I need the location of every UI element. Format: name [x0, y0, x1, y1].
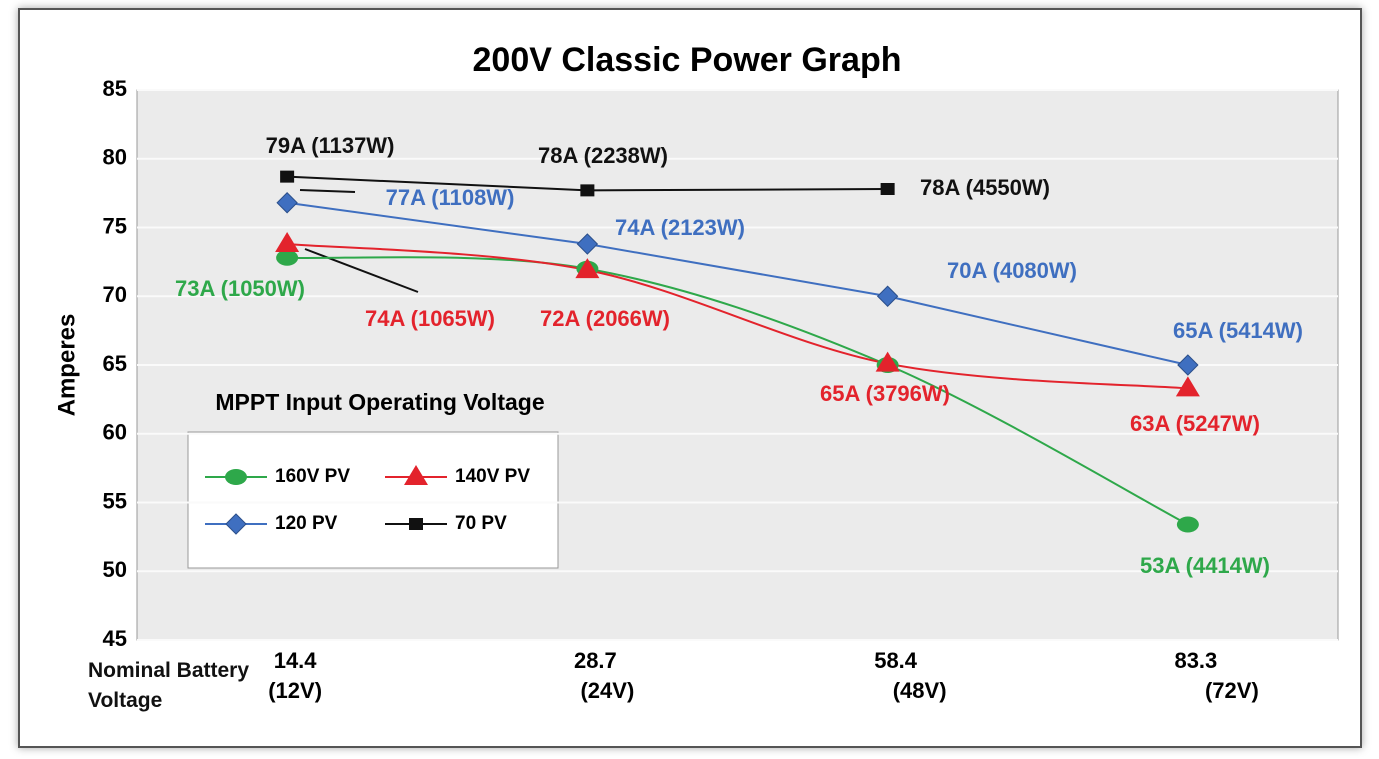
data-label: 53A (4414W)	[1140, 553, 1270, 578]
legend-marker	[225, 469, 247, 485]
legend-label: 140V PV	[455, 466, 530, 487]
point	[580, 184, 595, 197]
point	[575, 258, 600, 279]
point	[1177, 354, 1199, 376]
point	[576, 233, 599, 255]
y-tick-label: 50	[103, 557, 127, 582]
data-label: 65A (3796W)	[820, 381, 950, 406]
data-label: 74A (1065W)	[365, 306, 495, 331]
x-tick-note: (24V)	[580, 678, 634, 703]
series-line	[286, 201, 1189, 366]
data-label: 78A (2238W)	[538, 143, 668, 168]
y-axis-label: Amperes	[53, 314, 80, 417]
data-label: 78A (4550W)	[920, 175, 1050, 200]
legend-marker	[409, 518, 423, 530]
point	[280, 170, 295, 183]
data-label: 79A (1137W)	[266, 133, 395, 158]
point	[880, 183, 895, 195]
legend-label: 120 PV	[275, 513, 338, 534]
data-label: 74A (2123W)	[615, 215, 745, 240]
y-tick-label: 85	[103, 76, 127, 101]
data-label: 65A (5414W)	[1173, 318, 1303, 343]
point	[276, 249, 299, 266]
y-tick-label: 60	[103, 420, 127, 445]
point	[276, 192, 298, 214]
point	[876, 285, 899, 307]
y-tick-label: 45	[103, 626, 127, 651]
data-label: 63A (5247W)	[1130, 411, 1260, 436]
leader-line	[304, 248, 419, 293]
y-tick-label: 55	[103, 488, 127, 513]
x-tick-note: (12V)	[268, 678, 322, 703]
point	[1176, 516, 1199, 533]
chart-title: 200V Classic Power Graph	[473, 41, 902, 79]
series-line	[287, 243, 1188, 390]
legend-marker	[404, 465, 428, 485]
legend-label: 70 PV	[455, 513, 507, 534]
legend-marker	[225, 513, 247, 535]
point	[275, 232, 300, 252]
x-axis-label: Nominal Battery Voltage	[88, 659, 250, 712]
data-label: 77A (1108W)	[386, 185, 515, 210]
y-tick-label: 65	[103, 351, 127, 376]
x-tick-label: 83.3	[1174, 648, 1217, 673]
data-label: 70A (4080W)	[947, 258, 1077, 283]
data-label: 73A (1050W)	[175, 276, 305, 301]
point	[1175, 376, 1200, 397]
legend	[187, 431, 559, 569]
x-tick-note: (48V)	[893, 678, 947, 703]
y-tick-label: 70	[103, 282, 127, 307]
data-label: 72A (2066W)	[540, 306, 670, 331]
x-tick-label: 14.4	[274, 648, 318, 673]
x-tick-note: (72V)	[1205, 678, 1259, 703]
point	[875, 351, 900, 372]
y-tick-label: 80	[103, 145, 127, 170]
legend-title: MPPT Input Operating Voltage	[215, 389, 544, 415]
x-tick-label: 58.4	[874, 648, 918, 673]
series-line	[287, 256, 1189, 526]
legend-label: 160V PV	[275, 466, 350, 487]
y-tick-label: 75	[103, 213, 127, 238]
x-tick-label: 28.7	[574, 648, 617, 673]
leader-line	[299, 189, 356, 193]
